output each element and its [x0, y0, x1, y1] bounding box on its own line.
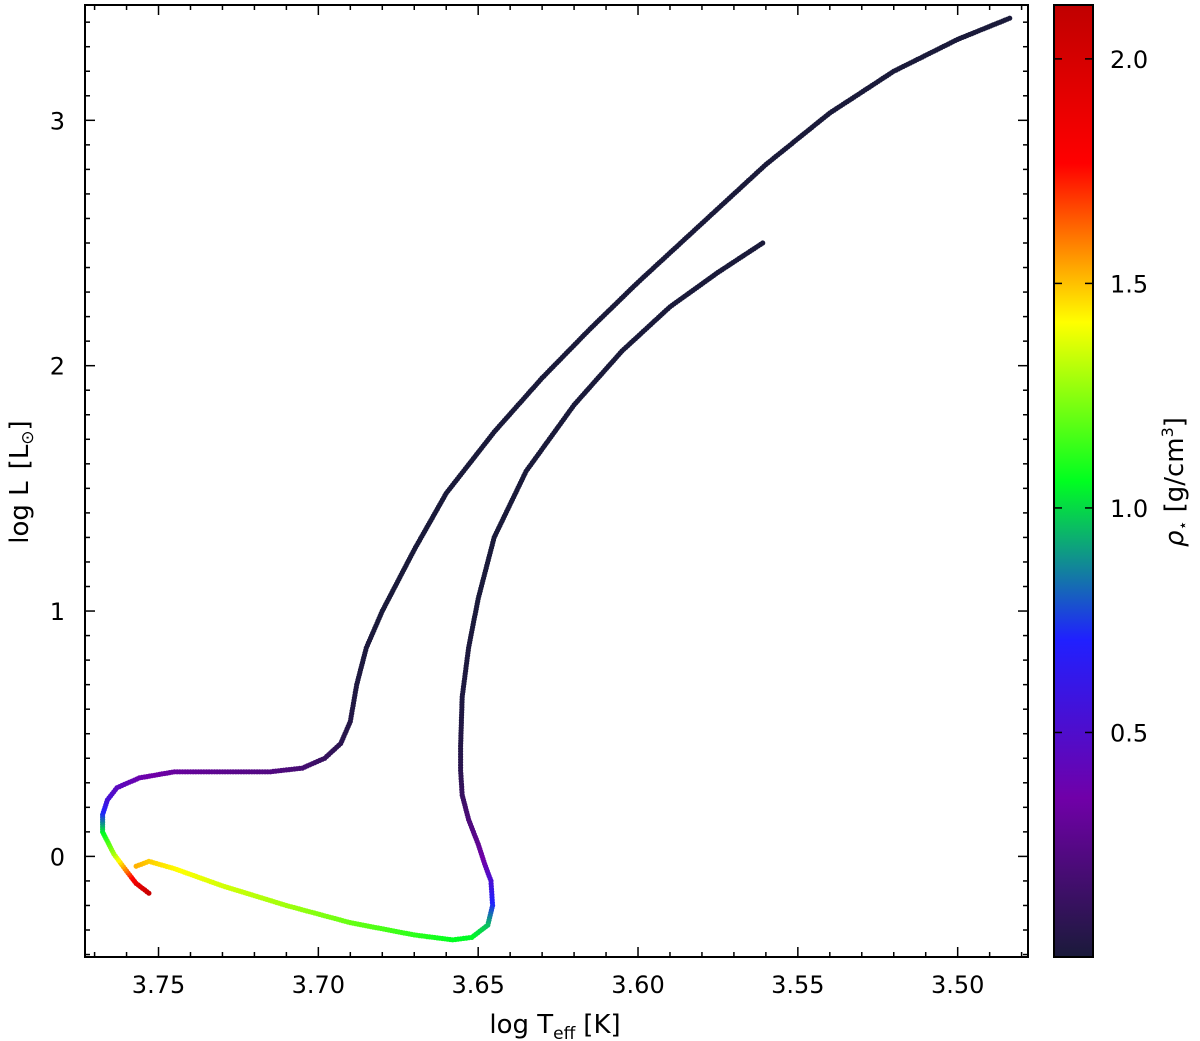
track-point [1007, 15, 1013, 21]
colorbar-title-unit-sup: 3 [1158, 427, 1177, 437]
colorbar: 0.5 1.0 1.5 2.0 [1053, 4, 1148, 958]
x-tick-label: 3.55 [771, 971, 824, 999]
y-axis-title-unit-open: [L [5, 444, 35, 469]
x-tick-label: 3.60 [611, 971, 664, 999]
x-tick-label: 3.65 [451, 971, 504, 999]
colorbar-title: ρ⋆ [g/cm3] [1158, 417, 1192, 547]
y-axis-title-unit-close: ] [5, 420, 35, 430]
plot-area: 3.75 3.70 3.65 3.60 3.55 3.50 0 1 2 3 [50, 4, 1029, 999]
evolutionary-track [100, 15, 1013, 943]
x-axis-ticks: 3.75 3.70 3.65 3.60 3.55 3.50 [93, 5, 1023, 999]
y-axis-title-unit-symbol: ⊙ [18, 430, 38, 444]
colorbar-ticks: 0.5 1.0 1.5 2.0 [1054, 46, 1148, 747]
colorbar-tick-label: 0.5 [1110, 719, 1148, 747]
colorbar-title-unit-close: ] [1160, 417, 1190, 427]
colorbar-gradient [1053, 4, 1094, 958]
x-tick-label: 3.70 [292, 971, 345, 999]
x-axis-title-main: log T [489, 1010, 553, 1040]
colorbar-title-sub: ⋆ [1173, 520, 1192, 530]
colorbar-tick-label: 1.0 [1110, 495, 1148, 523]
colorbar-title-symbol: ρ [1160, 530, 1190, 547]
colorbar-tick-label: 1.5 [1110, 270, 1148, 298]
y-tick-label: 0 [50, 843, 65, 871]
y-axis-title: log L [L⊙] [5, 420, 38, 543]
plot-frame [84, 4, 1029, 958]
colorbar-tick-label: 2.0 [1110, 46, 1148, 74]
y-tick-label: 2 [50, 353, 65, 381]
x-axis-title-unit: [K] [583, 1010, 620, 1040]
track-point [133, 863, 139, 869]
colorbar-title-unit: [g/cm [1160, 437, 1190, 512]
y-axis-title-main: log L [5, 481, 35, 544]
x-axis-title: log Teff [K] [489, 1010, 620, 1041]
x-tick-label: 3.50 [931, 971, 984, 999]
y-axis-ticks: 0 1 2 3 [50, 21, 1028, 956]
y-tick-label: 1 [50, 598, 65, 626]
x-tick-label: 3.75 [132, 971, 185, 999]
x-axis-title-sub: eff [553, 1024, 576, 1041]
y-tick-label: 3 [50, 107, 65, 135]
